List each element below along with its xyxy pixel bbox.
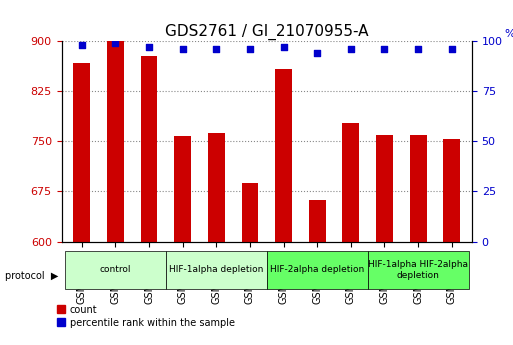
Title: GDS2761 / GI_21070955-A: GDS2761 / GI_21070955-A (165, 24, 368, 40)
Bar (343, 123, 359, 242)
Point (77, 43, 86, 48)
Text: control: control (100, 265, 131, 275)
Point (145, 45, 153, 50)
Text: protocol  ▶: protocol ▶ (5, 271, 58, 281)
Bar (410, 135, 426, 242)
Point (414, 47, 422, 52)
FancyBboxPatch shape (267, 251, 368, 289)
Text: %: % (505, 29, 513, 39)
Text: HIF-2alpha depletion: HIF-2alpha depletion (270, 265, 364, 275)
Bar (107, 41, 124, 242)
Bar (376, 135, 393, 242)
Text: HIF-1alpha depletion: HIF-1alpha depletion (169, 265, 264, 275)
Point (313, 51, 321, 56)
Point (347, 47, 355, 52)
Text: HIF-1alpha HIF-2alpha
depletion: HIF-1alpha HIF-2alpha depletion (368, 260, 468, 280)
FancyBboxPatch shape (368, 251, 468, 289)
Point (212, 47, 221, 52)
Bar (141, 56, 157, 242)
Point (381, 47, 389, 52)
Bar (275, 69, 292, 241)
Point (179, 47, 187, 52)
Point (280, 45, 288, 50)
Bar (208, 134, 225, 242)
Legend: count, percentile rank within the sample: count, percentile rank within the sample (56, 305, 235, 328)
FancyBboxPatch shape (65, 251, 166, 289)
Bar (242, 183, 259, 242)
FancyBboxPatch shape (166, 251, 267, 289)
Bar (309, 200, 326, 242)
Point (246, 47, 254, 52)
Point (448, 47, 456, 52)
Bar (443, 139, 460, 241)
Bar (73, 63, 90, 242)
Bar (174, 136, 191, 242)
Point (111, 41, 120, 46)
